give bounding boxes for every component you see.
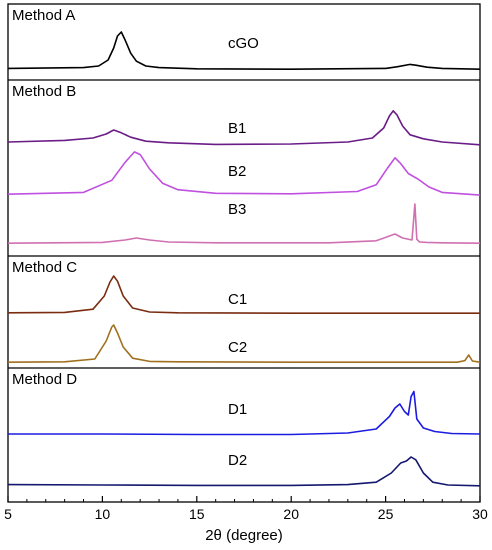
series-line-d1: [8, 390, 481, 436]
trace-label-cgo: cGO: [228, 35, 259, 52]
x-tick-label: 15: [189, 506, 205, 522]
plot-frame: [7, 3, 481, 503]
series-line-d2: [7, 456, 481, 487]
trace-label-d1: D1: [228, 401, 247, 418]
x-tick-label: 5: [4, 506, 12, 522]
series-line-c1: [7, 275, 480, 314]
trace-label-b2: B2: [228, 163, 246, 180]
panel-label: Method B: [12, 83, 76, 100]
panel-label: Method A: [12, 7, 75, 24]
x-tick-label: 30: [472, 506, 488, 522]
x-tick-label: 20: [283, 506, 299, 522]
series-line-b1: [7, 110, 481, 146]
x-tick-label: 25: [378, 506, 394, 522]
series-line-b2: [7, 151, 481, 196]
panel-label: Method D: [12, 371, 77, 388]
trace-label-b1: B1: [228, 120, 246, 137]
x-axis-title: 2θ (degree): [205, 527, 283, 544]
series-line-cgo: [7, 31, 481, 70]
series-line-b3: [7, 203, 481, 244]
trace-label-d2: D2: [228, 452, 247, 469]
trace-label-c1: C1: [228, 291, 247, 308]
trace-label-b3: B3: [228, 201, 246, 218]
panel-label: Method C: [12, 259, 77, 276]
trace-label-c2: C2: [228, 339, 247, 356]
series-line-c2: [7, 324, 481, 363]
x-tick-label: 10: [95, 506, 111, 522]
